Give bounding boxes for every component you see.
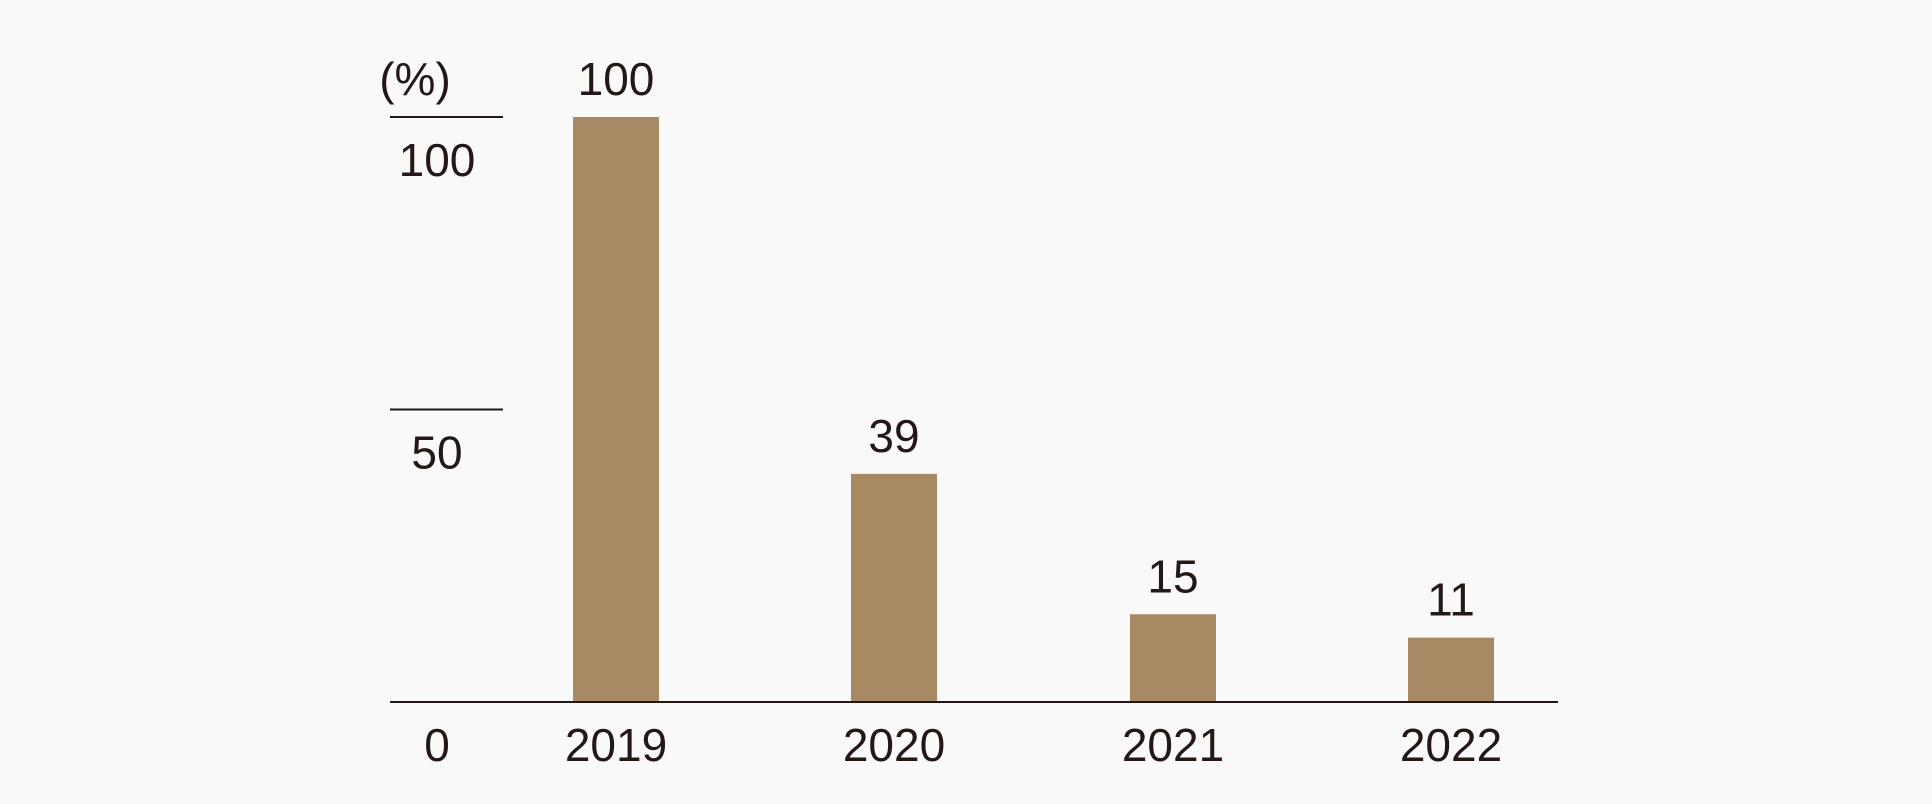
bar-2020: [851, 473, 937, 702]
y-axis: 0 50 100: [390, 116, 503, 771]
x-tick-label-2019: 2019: [565, 719, 667, 771]
data-label-2022: 11: [1427, 574, 1475, 626]
bar-2019: [573, 117, 659, 702]
y-tick-label-0: 0: [424, 719, 450, 771]
data-label-2019: 100: [578, 53, 655, 105]
y-tick-label-50: 50: [411, 427, 462, 479]
x-tick-label-2022: 2022: [1400, 719, 1502, 771]
bar-2022: [1408, 637, 1494, 702]
y-axis-unit-label: (%): [379, 53, 451, 105]
y-tick-label-100: 100: [399, 134, 476, 186]
x-tick-label-2021: 2021: [1122, 719, 1224, 771]
bar-2021: [1130, 614, 1216, 702]
x-tick-label-2020: 2020: [843, 719, 945, 771]
data-label-2021: 15: [1147, 550, 1198, 602]
data-label-2020: 39: [868, 410, 919, 462]
data-labels: 100 39 15 11: [578, 53, 1475, 626]
x-axis: 2019 2020 2021 2022: [565, 719, 1502, 771]
bars: [573, 117, 1494, 702]
